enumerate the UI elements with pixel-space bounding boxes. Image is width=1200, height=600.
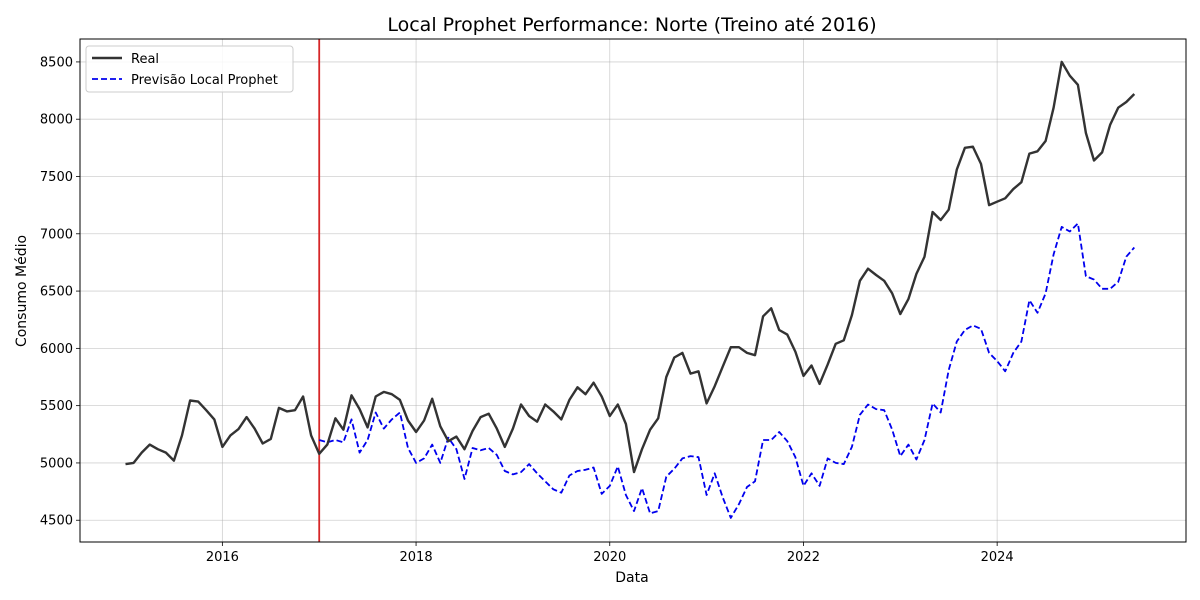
series-line-forecast — [318, 222, 1135, 519]
y-tick-label: 5000 — [40, 456, 73, 471]
x-tick-label: 2016 — [206, 550, 239, 565]
series-layer — [125, 39, 1136, 542]
y-axis-label: Consumo Médio — [14, 235, 30, 347]
y-tick-label: 6500 — [40, 285, 73, 300]
plot-frame — [79, 38, 1187, 543]
y-tick-label: 7000 — [40, 227, 73, 242]
legend-label-real: Real — [131, 52, 159, 67]
grid — [80, 39, 1186, 542]
x-axis-label: Data — [615, 570, 648, 586]
y-tick-label: 7500 — [40, 170, 73, 185]
y-tick-label: 8500 — [40, 55, 73, 70]
series-line-real — [125, 60, 1136, 474]
x-tick-label: 2018 — [400, 550, 433, 565]
legend: Real Previsão Local Prophet — [85, 45, 294, 93]
y-tick-label: 5500 — [40, 399, 73, 414]
y-tick-label: 6000 — [40, 342, 73, 357]
chart-title: Local Prophet Performance: Norte (Treino… — [387, 14, 876, 36]
x-tick-label: 2024 — [981, 550, 1014, 565]
legend-label-forecast: Previsão Local Prophet — [131, 73, 278, 88]
x-tick-label: 2022 — [787, 550, 820, 565]
y-tick-label: 8000 — [40, 113, 73, 128]
x-tick-label: 2020 — [593, 550, 626, 565]
axis-ticks: 2016 2018 2020 2022 2024 4500 5000 5500 6000 6500… — [40, 55, 1014, 565]
legend-box — [85, 45, 294, 93]
y-tick-label: 4500 — [40, 514, 73, 529]
